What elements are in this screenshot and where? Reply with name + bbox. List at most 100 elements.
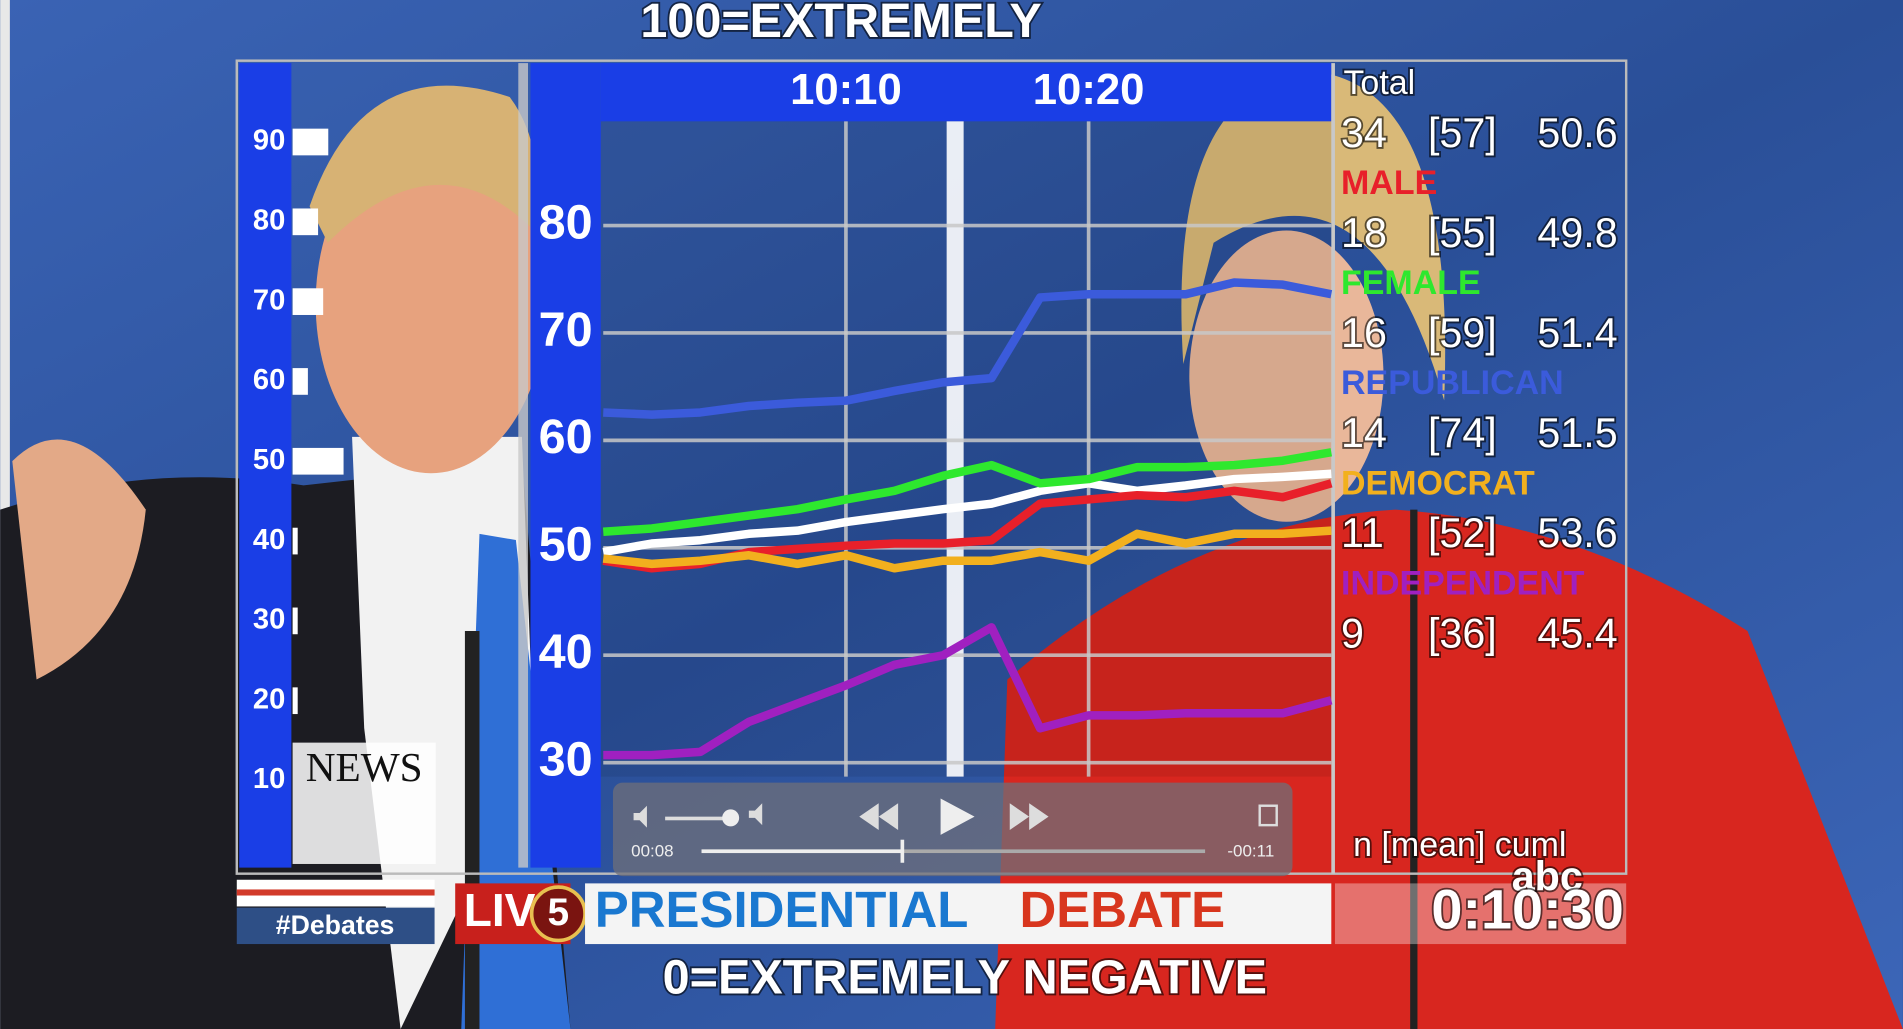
bar — [292, 527, 298, 555]
network-badge — [292, 742, 436, 864]
bar — [292, 128, 329, 156]
legend-label: DEMOCRAT — [1341, 464, 1535, 502]
y-tick-label: 60 — [539, 410, 593, 464]
bar — [292, 447, 344, 475]
elapsed-time: 00:08 — [631, 841, 673, 860]
share-button[interactable] — [1258, 804, 1278, 827]
stat-mean: [57] — [1428, 110, 1497, 156]
stat-cuml: 51.4 — [1537, 310, 1617, 356]
stat-cuml: 51.5 — [1537, 410, 1617, 456]
network-logo: abc — [1512, 854, 1583, 900]
y-tick-label: 90 — [253, 125, 285, 157]
y-tick-label: 60 — [253, 364, 285, 396]
y-tick-label: 30 — [253, 604, 285, 636]
y-tick-label: 10 — [253, 763, 285, 795]
remaining-time: -00:11 — [1227, 841, 1274, 860]
y-tick-label: 50 — [253, 444, 285, 476]
show-title-b: DEBATE — [1019, 881, 1225, 938]
microphone-stand — [1410, 509, 1418, 1029]
stat-cuml: 49.8 — [1537, 210, 1617, 256]
stat-n: 18 — [1341, 210, 1387, 256]
bar — [292, 687, 298, 715]
bar — [292, 208, 319, 236]
plot-area — [600, 121, 1332, 777]
stat-n: 9 — [1341, 610, 1364, 656]
hashtag: #Debates — [276, 910, 395, 940]
panel-divider — [518, 63, 529, 868]
volume-knob[interactable] — [722, 809, 740, 827]
stat-cuml: 45.4 — [1537, 610, 1617, 656]
stat-n: 11 — [1341, 510, 1384, 556]
stat-mean: [74] — [1428, 410, 1497, 456]
y-tick-label: 80 — [539, 195, 593, 249]
y-tick-label: 20 — [253, 683, 285, 715]
volume-max-button[interactable] — [748, 803, 763, 826]
scrubber-progress — [701, 849, 902, 854]
bar — [292, 607, 298, 635]
legend-label: FEMALE — [1341, 264, 1481, 302]
rewind-button[interactable] — [859, 803, 899, 830]
panel-divider — [1331, 63, 1335, 874]
x-tick-label: 10:20 — [1033, 65, 1145, 114]
y-tick-label: 80 — [253, 205, 285, 237]
stats-table: Total n [mean] cuml 34 [57] 50.6 MALE 18 [55]… — [1339, 62, 1619, 866]
show-banner — [585, 883, 1332, 945]
distribution-axis-strip — [239, 63, 292, 868]
series-line — [603, 623, 1333, 760]
series-line — [603, 278, 1333, 419]
microphone-stand — [464, 630, 480, 1029]
channel-number: 5 — [548, 891, 570, 934]
network-name: NEWS — [306, 744, 423, 790]
volume-slider[interactable] — [665, 816, 732, 821]
legend-label: REPUBLICAN — [1341, 364, 1564, 402]
time-axis-strip — [600, 63, 1332, 122]
series-line — [602, 526, 1332, 573]
bar — [292, 288, 324, 315]
distribution-chart: 90 80 70 60 50 40 30 20 10 — [253, 125, 344, 795]
y-tick-label: 50 — [539, 518, 593, 572]
scrubber-track[interactable] — [701, 849, 1206, 854]
line-axis-strip — [530, 63, 601, 868]
stat-n: 14 — [1341, 410, 1387, 456]
bar — [292, 368, 308, 395]
stat-mean: [55] — [1428, 210, 1497, 256]
stat-mean: [52] — [1428, 510, 1497, 556]
y-tick-label: 70 — [253, 284, 285, 316]
stat-n: 34 — [1341, 110, 1387, 156]
stat-n: 16 — [1341, 310, 1387, 356]
live-label: LIV — [464, 884, 536, 936]
y-tick-label: 40 — [539, 625, 593, 679]
table-title: Total — [1343, 64, 1415, 102]
now-cursor — [946, 121, 964, 777]
series-line — [602, 469, 1332, 557]
line-chart: 30 40 50 60 70 80 10:10 10:20 — [539, 65, 1333, 786]
stat-cuml: 50.6 — [1537, 110, 1617, 156]
hashtag-stripe — [236, 889, 435, 896]
right-speaker-hair — [1181, 72, 1446, 401]
legend-label: MALE — [1341, 164, 1437, 202]
y-tick-label: 40 — [253, 524, 285, 556]
stat-mean: [59] — [1428, 310, 1497, 356]
clock-box — [1334, 883, 1627, 945]
left-speaker-face — [315, 133, 547, 474]
play-button[interactable] — [940, 798, 975, 835]
x-tick-label: 10:10 — [790, 65, 902, 114]
legend-label: INDEPENDENT — [1341, 564, 1585, 602]
hashtag-box — [236, 907, 435, 945]
stat-mean: [36] — [1428, 610, 1497, 656]
player-controls — [612, 782, 1293, 877]
series-line — [602, 448, 1333, 536]
forward-button[interactable] — [1009, 803, 1049, 830]
scale-top-label: 100=EXTREMELY — [640, 0, 1041, 48]
y-tick-label: 70 — [539, 303, 593, 357]
table-columns-label: n [mean] cuml — [1353, 826, 1566, 864]
left-speaker-hand — [12, 439, 146, 680]
show-title-a: PRESIDENTIAL — [595, 881, 969, 938]
mute-button[interactable] — [633, 805, 647, 828]
stat-cuml: 53.6 — [1537, 510, 1617, 556]
scale-bottom-label: 0=EXTREMELY NEGATIVE — [663, 950, 1267, 1004]
left-speaker-hair — [309, 85, 538, 243]
scrubber-handle[interactable] — [900, 839, 905, 863]
